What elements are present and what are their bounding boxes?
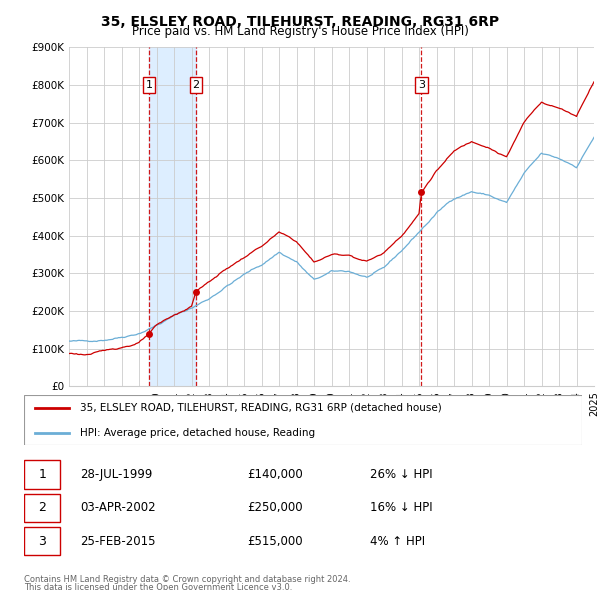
Text: 28-JUL-1999: 28-JUL-1999 — [80, 468, 152, 481]
Text: 1: 1 — [38, 468, 46, 481]
Text: £250,000: £250,000 — [247, 502, 303, 514]
Text: 1: 1 — [145, 80, 152, 90]
Text: 03-APR-2002: 03-APR-2002 — [80, 502, 155, 514]
Text: 3: 3 — [418, 80, 425, 90]
Text: Contains HM Land Registry data © Crown copyright and database right 2024.: Contains HM Land Registry data © Crown c… — [24, 575, 350, 584]
FancyBboxPatch shape — [24, 526, 60, 556]
Text: 35, ELSLEY ROAD, TILEHURST, READING, RG31 6RP: 35, ELSLEY ROAD, TILEHURST, READING, RG3… — [101, 15, 499, 29]
Text: Price paid vs. HM Land Registry's House Price Index (HPI): Price paid vs. HM Land Registry's House … — [131, 25, 469, 38]
Text: 2: 2 — [193, 80, 199, 90]
Text: HPI: Average price, detached house, Reading: HPI: Average price, detached house, Read… — [80, 428, 315, 438]
Text: 4% ↑ HPI: 4% ↑ HPI — [370, 535, 425, 548]
Text: 16% ↓ HPI: 16% ↓ HPI — [370, 502, 433, 514]
Bar — [149, 47, 196, 386]
FancyBboxPatch shape — [24, 395, 582, 445]
Text: 3: 3 — [38, 535, 46, 548]
Text: This data is licensed under the Open Government Licence v3.0.: This data is licensed under the Open Gov… — [24, 583, 292, 590]
Text: £140,000: £140,000 — [247, 468, 303, 481]
Text: 25-FEB-2015: 25-FEB-2015 — [80, 535, 155, 548]
Text: 2: 2 — [38, 502, 46, 514]
FancyBboxPatch shape — [24, 493, 60, 523]
Text: 35, ELSLEY ROAD, TILEHURST, READING, RG31 6RP (detached house): 35, ELSLEY ROAD, TILEHURST, READING, RG3… — [80, 403, 442, 413]
Text: £515,000: £515,000 — [247, 535, 303, 548]
FancyBboxPatch shape — [24, 460, 60, 490]
Text: 26% ↓ HPI: 26% ↓ HPI — [370, 468, 433, 481]
